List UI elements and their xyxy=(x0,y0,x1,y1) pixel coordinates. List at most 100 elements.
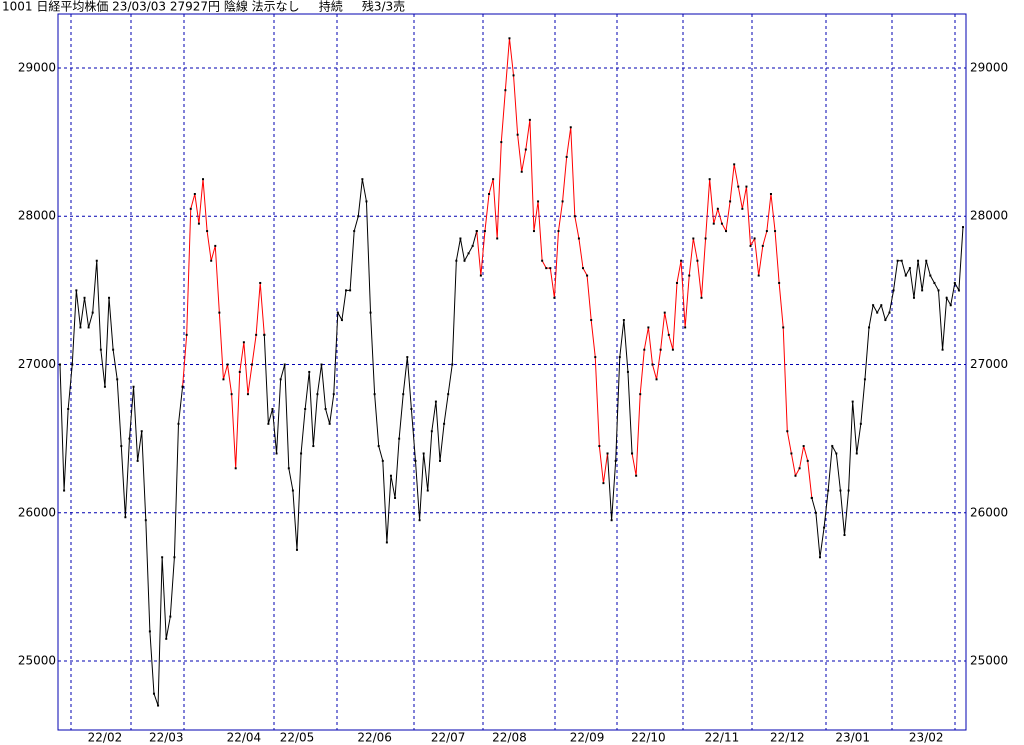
x-tick-label: 22/02 xyxy=(88,731,123,745)
x-tick-label: 22/09 xyxy=(570,731,605,745)
data-point xyxy=(434,400,437,403)
data-point xyxy=(332,393,335,396)
data-point xyxy=(876,311,879,314)
x-tick-label: 22/08 xyxy=(492,731,527,745)
data-point xyxy=(643,348,646,351)
data-point xyxy=(532,230,535,233)
data-point xyxy=(242,341,245,344)
data-point xyxy=(365,200,368,203)
data-point xyxy=(541,259,544,262)
data-point xyxy=(933,281,936,284)
data-point xyxy=(839,489,842,492)
data-point xyxy=(328,422,331,425)
data-point xyxy=(422,452,425,455)
data-point xyxy=(381,459,384,462)
data-point xyxy=(720,222,723,225)
data-point xyxy=(140,430,143,433)
data-point xyxy=(246,393,249,396)
data-point xyxy=(900,259,903,262)
data-point xyxy=(136,459,139,462)
data-point xyxy=(696,259,699,262)
data-point xyxy=(63,489,66,492)
data-point xyxy=(287,467,290,470)
y-tick-label-right: 25000 xyxy=(970,654,1008,668)
data-point xyxy=(684,326,687,329)
data-point xyxy=(626,370,629,373)
data-point xyxy=(806,459,809,462)
data-point xyxy=(226,363,229,366)
data-point xyxy=(917,259,920,262)
data-point xyxy=(594,356,597,359)
data-point xyxy=(908,267,911,270)
data-point xyxy=(398,437,401,440)
data-point xyxy=(733,163,736,166)
data-point xyxy=(655,378,658,381)
data-point xyxy=(71,363,74,366)
data-point xyxy=(716,207,719,210)
data-point xyxy=(524,148,527,151)
data-point xyxy=(103,385,106,388)
data-point xyxy=(471,244,474,247)
data-point xyxy=(729,200,732,203)
data-point xyxy=(827,489,830,492)
data-point xyxy=(202,178,205,181)
data-point xyxy=(602,482,605,485)
data-point xyxy=(904,274,907,277)
data-point xyxy=(116,378,119,381)
data-point xyxy=(451,363,454,366)
data-point xyxy=(496,237,499,240)
data-point xyxy=(173,556,176,559)
data-point xyxy=(892,289,895,292)
data-point xyxy=(206,230,209,233)
data-point xyxy=(504,89,507,92)
data-point xyxy=(361,178,364,181)
chart-title: 1001 日経平均株価 23/03/03 27927円 陰線 法示なし 持続 残… xyxy=(2,0,405,14)
data-point xyxy=(75,289,78,292)
data-point xyxy=(349,289,352,292)
data-point xyxy=(185,333,188,336)
x-tick-label: 22/04 xyxy=(227,731,262,745)
data-point xyxy=(447,393,450,396)
data-point xyxy=(794,474,797,477)
data-point xyxy=(308,370,311,373)
data-point xyxy=(492,178,495,181)
data-point xyxy=(782,326,785,329)
data-point xyxy=(520,170,523,173)
data-point xyxy=(304,407,307,410)
data-point xyxy=(500,141,503,144)
data-point xyxy=(814,511,817,514)
data-point xyxy=(553,296,556,299)
data-point xyxy=(614,459,617,462)
data-point xyxy=(639,393,642,396)
data-point xyxy=(872,304,875,307)
data-point xyxy=(157,704,160,707)
data-point xyxy=(91,311,94,314)
data-point xyxy=(745,185,748,188)
data-point xyxy=(438,459,441,462)
data-point xyxy=(483,230,486,233)
data-point xyxy=(622,319,625,322)
data-point xyxy=(443,422,446,425)
data-point xyxy=(128,437,131,440)
data-point xyxy=(385,541,388,544)
y-tick-label: 26000 xyxy=(18,505,56,519)
data-point xyxy=(369,311,372,314)
data-point xyxy=(675,281,678,284)
data-point xyxy=(83,296,86,299)
data-point xyxy=(112,348,115,351)
data-point xyxy=(410,407,413,410)
data-point xyxy=(855,452,858,455)
data-point xyxy=(291,489,294,492)
data-point xyxy=(912,296,915,299)
data-point xyxy=(148,630,151,633)
data-point xyxy=(165,637,168,640)
data-point xyxy=(275,452,278,455)
data-point xyxy=(680,259,683,262)
data-point xyxy=(651,363,654,366)
x-tick-label: 22/11 xyxy=(705,731,740,745)
data-point xyxy=(647,326,650,329)
price-line xyxy=(811,227,964,558)
data-point xyxy=(279,378,282,381)
